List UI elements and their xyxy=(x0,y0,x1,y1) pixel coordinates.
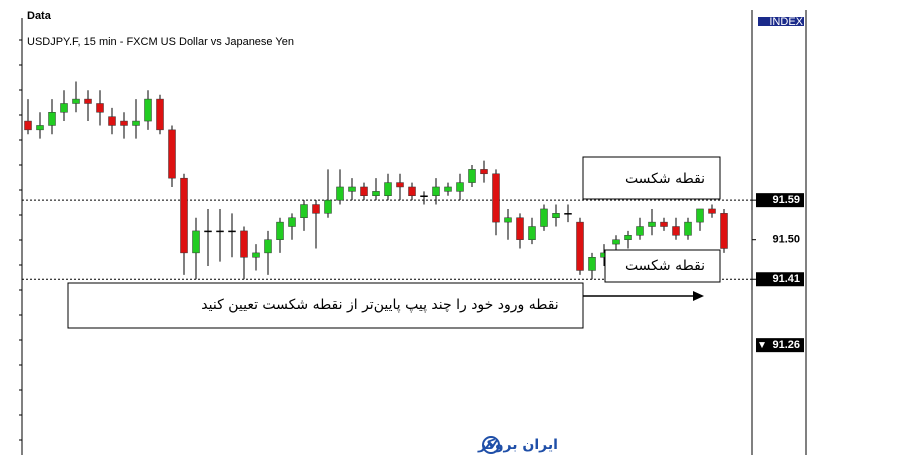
annotation-box xyxy=(604,249,721,283)
logo-arrow xyxy=(485,439,498,449)
y-tick-label: 91.41 xyxy=(772,273,800,285)
candle-body xyxy=(84,98,92,104)
price-marker-label: 91.26 xyxy=(772,339,800,351)
candle-body xyxy=(252,252,260,258)
candle-body xyxy=(132,120,140,126)
candle-body xyxy=(240,230,248,258)
price-marker-arrow xyxy=(759,342,765,349)
indicator-label: INDEX xyxy=(769,16,803,28)
annotation-box xyxy=(67,282,584,329)
candle-body xyxy=(564,213,572,215)
candle-body xyxy=(420,195,428,198)
candle-body xyxy=(120,120,128,126)
candle-body xyxy=(456,182,464,192)
candle-body xyxy=(168,129,176,179)
candle-body xyxy=(36,125,44,131)
candle-body xyxy=(552,213,560,218)
candle-body xyxy=(432,186,440,197)
tick-box xyxy=(756,193,804,208)
candle-body xyxy=(384,182,392,197)
candle-body xyxy=(216,230,224,233)
candle-body xyxy=(336,186,344,201)
candle-body xyxy=(192,230,200,254)
candle-body xyxy=(144,98,152,122)
candle-body xyxy=(576,221,584,271)
candle-body xyxy=(660,221,668,227)
candle-body xyxy=(48,112,56,126)
candle-body xyxy=(348,186,356,192)
candle-body xyxy=(228,230,236,233)
logo-icon xyxy=(482,436,500,454)
annotation-text: نقطه شکست xyxy=(625,258,705,274)
y-tick-label: 91.50 xyxy=(772,234,800,246)
candle-body xyxy=(324,199,332,214)
annotation-text: نقطه شکست xyxy=(625,171,705,187)
candle-body xyxy=(624,235,632,240)
candle-body xyxy=(300,204,308,218)
annotation-2: نقطه شکست xyxy=(604,249,721,283)
candle-body xyxy=(480,169,488,175)
candle-body xyxy=(528,226,536,240)
candle-body xyxy=(684,221,692,236)
candle-body xyxy=(408,186,416,197)
annotation-text: نقطه ورود خود را چند پیپ پایین‌تر از نقط… xyxy=(201,297,558,313)
candle-body xyxy=(108,116,116,126)
candle-body xyxy=(288,217,296,227)
tick-box xyxy=(756,272,804,287)
watermark: ایران بروکر xyxy=(477,436,558,454)
y-tick-label: 91.59 xyxy=(772,194,800,206)
candle-body xyxy=(492,173,500,223)
watermark-text: ایران بروکر xyxy=(477,437,558,453)
candle-body xyxy=(588,257,596,271)
arrow-head xyxy=(693,291,704,301)
candle-body xyxy=(360,186,368,197)
candle-body xyxy=(468,169,476,183)
candle-body xyxy=(180,177,188,254)
indicator-box xyxy=(758,17,804,26)
chart-title: USDJPY.F, 15 min - FXCM US Dollar vs Jap… xyxy=(27,36,294,48)
candle-body xyxy=(504,217,512,223)
candle-body xyxy=(720,213,728,249)
candle-body xyxy=(312,204,320,214)
candle-body xyxy=(264,239,272,254)
candle-body xyxy=(612,239,620,245)
header: Data xyxy=(27,10,52,22)
candle-body xyxy=(648,221,656,227)
price-marker-box xyxy=(756,338,804,353)
candle-body xyxy=(276,221,284,240)
candle-body xyxy=(60,103,68,113)
candle-body xyxy=(156,98,164,131)
candle-body xyxy=(540,208,548,227)
candle-body xyxy=(372,191,380,197)
candle-body xyxy=(696,208,704,223)
candle-body xyxy=(204,230,212,233)
annotation-3: نقطه ورود خود را چند پیپ پایین‌تر از نقط… xyxy=(67,282,704,329)
candle-body xyxy=(396,182,404,188)
candle-body xyxy=(516,217,524,240)
candle-body xyxy=(96,103,104,113)
candle-body xyxy=(72,98,80,104)
annotation-1: نقطه شکست xyxy=(582,156,721,200)
candle-body xyxy=(672,226,680,236)
candle-body xyxy=(636,226,644,236)
candle-body xyxy=(24,120,32,131)
candle-body xyxy=(444,186,452,192)
candle-body xyxy=(708,208,716,214)
annotation-box xyxy=(582,156,721,200)
